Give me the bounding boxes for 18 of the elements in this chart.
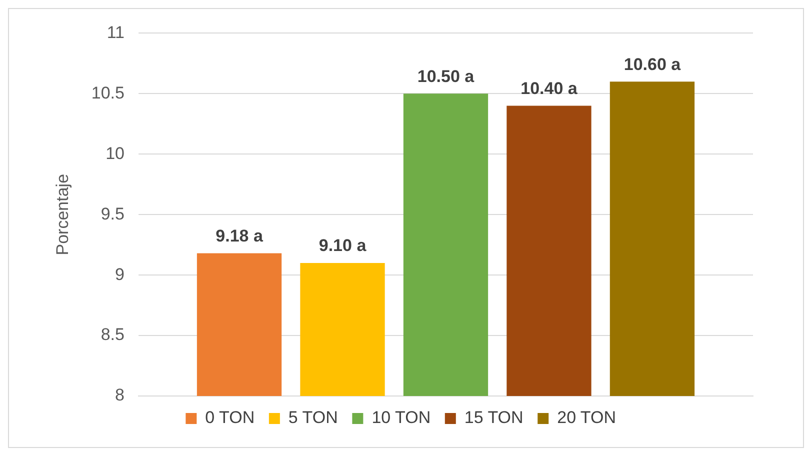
y-tick-label: 9.5: [100, 204, 124, 224]
data-label: 10.50 a: [417, 66, 475, 86]
y-tick-label: 8: [115, 386, 124, 405]
data-label: 9.10 a: [318, 236, 367, 256]
legend-label: 20 TON: [557, 408, 616, 428]
y-tick-label: 10.5: [91, 83, 124, 102]
y-tick-label: 10: [106, 144, 124, 163]
legend-label: 5 TON: [288, 408, 338, 428]
y-tick-label: 9: [115, 264, 124, 284]
legend-label: 15 TON: [464, 408, 524, 428]
y-tick-label: 8.5: [100, 325, 124, 344]
legend-label: 10 TON: [372, 408, 431, 428]
data-label: 9.18 a: [216, 226, 264, 246]
legend-label: 0 TON: [205, 408, 255, 428]
y-tick-label: 11: [106, 22, 124, 42]
data-label: 10.40 a: [520, 78, 578, 98]
y-axis-title: Porcentaje: [52, 174, 72, 256]
data-label: 10.60 a: [624, 54, 682, 74]
